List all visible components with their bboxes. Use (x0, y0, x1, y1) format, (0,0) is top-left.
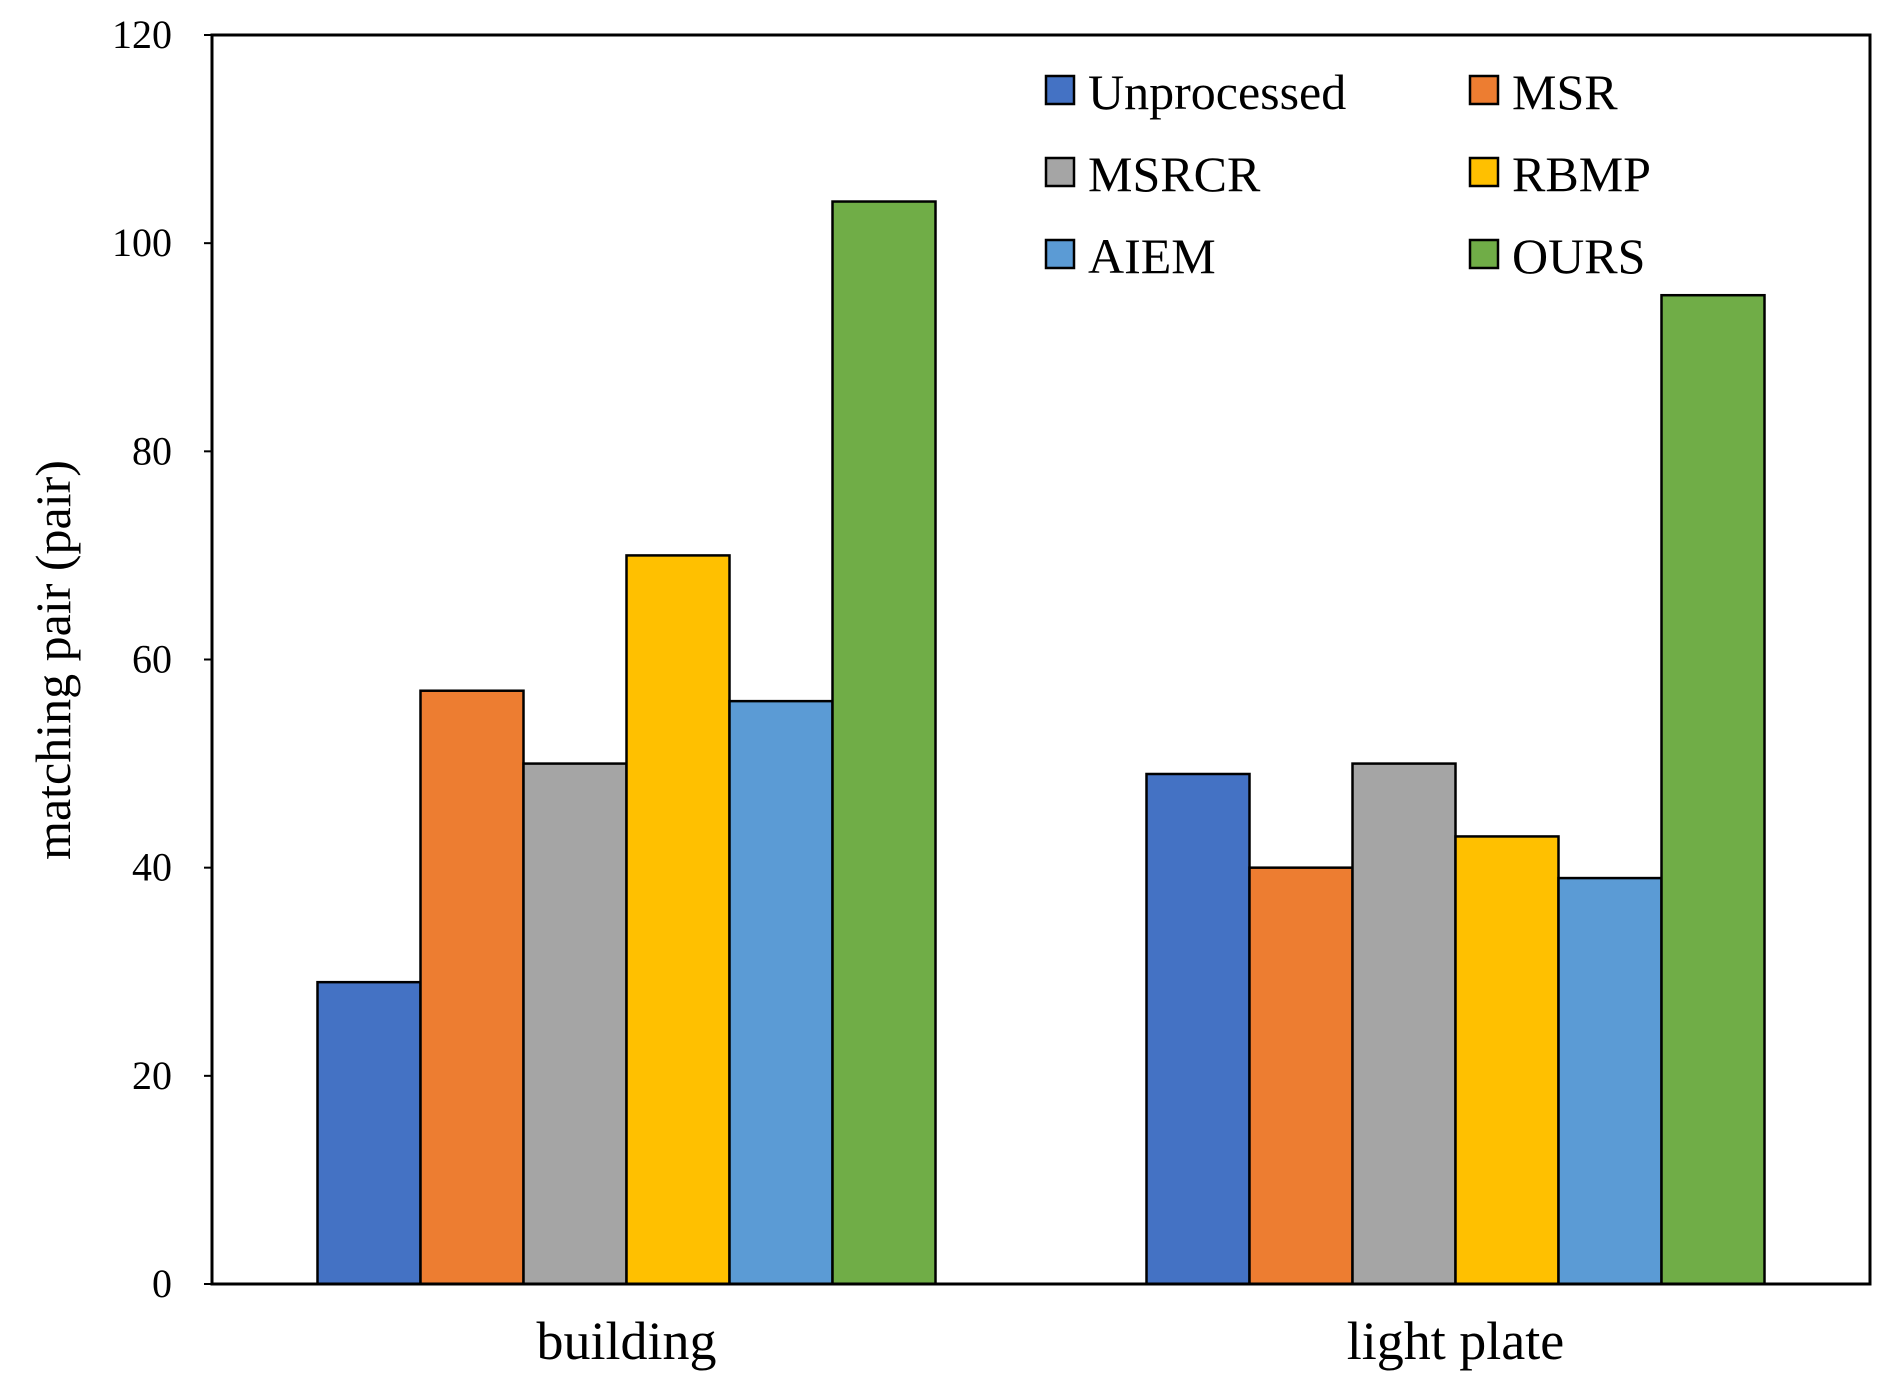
bar-msr-light-plate (1248, 866, 1354, 1286)
bar-msrcr-light-plate (1351, 762, 1457, 1286)
legend-label-rbmp: RBMP (1512, 146, 1651, 202)
legend-swatch-msrcr (1044, 156, 1076, 188)
y-tick-label: 120 (112, 12, 172, 57)
legend-label-msr: MSR (1512, 64, 1618, 120)
bar-aiem-light-plate (1557, 876, 1663, 1286)
bar-msrcr-building (522, 762, 628, 1286)
bar-rbmp-light-plate (1454, 835, 1560, 1286)
x-category-label: light plate (1347, 1311, 1564, 1371)
y-tick-label: 100 (112, 220, 172, 265)
bar-msr-building (419, 689, 525, 1286)
y-axis-ticks: 0 20 40 60 80 100 120 (112, 12, 212, 1306)
legend-label-unprocessed: Unprocessed (1088, 64, 1346, 120)
legend-label-aiem: AIEM (1088, 228, 1216, 284)
bar-ours-building (831, 200, 937, 1286)
legend-label-ours: OURS (1512, 228, 1645, 284)
legend-swatch-msr (1468, 74, 1500, 106)
legend-swatch-ours (1468, 238, 1500, 270)
y-axis-title: matching pair (pair) (25, 460, 81, 860)
legend-swatch-unprocessed (1044, 74, 1076, 106)
y-tick-label: 40 (132, 845, 172, 890)
y-tick-label: 0 (152, 1261, 172, 1306)
legend-label-msrcr: MSRCR (1088, 146, 1261, 202)
bar-unprocessed-light-plate (1145, 772, 1251, 1286)
y-tick-label: 80 (132, 428, 172, 473)
bar-aiem-building (728, 699, 834, 1286)
legend-swatch-rbmp (1468, 156, 1500, 188)
y-tick-label: 20 (132, 1053, 172, 1098)
bar-unprocessed-building (316, 980, 422, 1286)
legend: Unprocessed MSR MSRCR RBMP AIEM OURS (1044, 64, 1651, 284)
y-tick-label: 60 (132, 637, 172, 682)
x-axis-category-labels: building light plate (536, 1311, 1564, 1371)
bars-group (316, 200, 1766, 1286)
legend-swatch-aiem (1044, 238, 1076, 270)
bar-rbmp-building (625, 554, 731, 1286)
bar-ours-light-plate (1660, 293, 1766, 1286)
x-category-label: building (536, 1311, 716, 1371)
